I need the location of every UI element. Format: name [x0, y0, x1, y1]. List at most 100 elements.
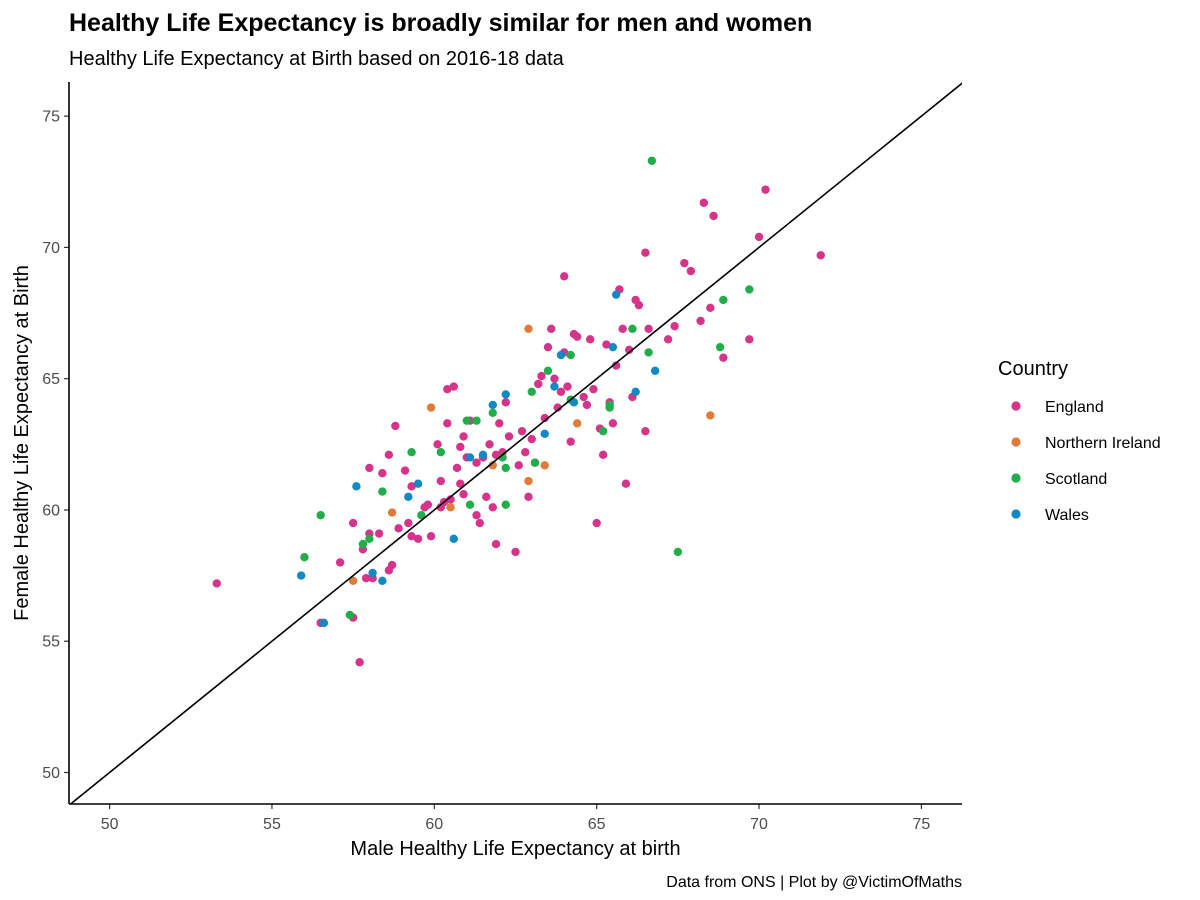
legend-swatch-wales [1011, 509, 1021, 519]
data-point-england [680, 258, 689, 268]
data-point-scotland [745, 285, 754, 294]
data-point-wales [449, 534, 459, 544]
data-point-scotland [365, 534, 374, 544]
data-point-wales [550, 382, 559, 391]
data-point-northern-ireland [426, 403, 436, 412]
legend: Country England Northern Ireland Scotland W… [998, 358, 1161, 524]
data-point-scotland [673, 547, 683, 557]
data-points [212, 156, 825, 667]
data-point-england [374, 529, 384, 538]
data-point-wales [631, 387, 640, 397]
data-point-scotland [378, 487, 387, 496]
data-point-wales [488, 400, 497, 410]
x-tick-label: 70 [750, 816, 768, 833]
data-point-england [488, 503, 497, 512]
data-point-england [563, 382, 572, 391]
data-point-england [745, 335, 754, 344]
data-point-scotland [498, 453, 507, 462]
data-point-england [485, 440, 494, 449]
data-point-england [547, 324, 556, 333]
data-point-england [423, 500, 433, 509]
data-point-england [699, 198, 709, 207]
data-point-wales [404, 492, 413, 502]
data-point-england [719, 353, 728, 362]
data-point-wales [478, 450, 488, 460]
data-point-england [472, 511, 481, 520]
y-tick-label: 55 [42, 634, 60, 651]
data-point-wales [569, 398, 579, 407]
legend-swatch-scotland [1011, 473, 1021, 483]
data-point-england [391, 421, 400, 431]
data-point-england [491, 539, 501, 549]
data-point-scotland [644, 348, 653, 357]
x-axis-ticks: 50 55 60 65 70 75 [101, 804, 930, 833]
y-axis-title: Female Healthy Life Expectancy at Birth [11, 265, 33, 621]
reference-line-y-equals-x [69, 82, 962, 804]
data-point-wales [611, 290, 621, 299]
data-point-scotland [436, 447, 446, 457]
x-tick-label: 65 [588, 816, 606, 833]
data-point-england [686, 266, 696, 276]
x-tick-label: 50 [101, 816, 119, 833]
legend-title: Country [998, 358, 1068, 380]
data-point-england [384, 450, 394, 460]
data-point-england [611, 361, 621, 370]
data-point-scotland [647, 156, 657, 165]
data-point-england [641, 248, 650, 257]
data-point-england [621, 479, 631, 488]
data-point-northern-ireland [572, 419, 582, 428]
data-point-england [553, 403, 562, 412]
data-point-england [491, 450, 501, 460]
data-point-england [459, 489, 468, 499]
data-point-england [436, 476, 446, 486]
data-point-northern-ireland [348, 576, 358, 586]
data-point-england [413, 534, 423, 544]
data-point-scotland [543, 366, 553, 375]
data-point-england [761, 185, 770, 194]
data-point-england [495, 419, 504, 428]
data-point-northern-ireland [446, 503, 455, 512]
data-point-northern-ireland [488, 461, 497, 470]
data-point-england [335, 558, 345, 567]
data-point-wales [465, 453, 475, 462]
data-point-scotland [598, 426, 608, 436]
data-point-scotland [300, 553, 309, 562]
data-point-england [407, 482, 416, 491]
legend-swatch-england [1011, 401, 1021, 411]
data-point-england [560, 272, 569, 281]
data-point-england [754, 232, 764, 242]
data-point-england [361, 574, 371, 583]
data-point-wales [501, 390, 510, 399]
data-point-england [550, 374, 559, 383]
data-point-wales [352, 482, 361, 491]
data-point-england [394, 524, 403, 533]
data-point-scotland [530, 458, 540, 467]
data-point-scotland [407, 447, 416, 457]
data-point-scotland [605, 403, 614, 412]
data-point-england [514, 461, 523, 470]
data-point-england [517, 426, 527, 436]
x-tick-label: 60 [425, 816, 443, 833]
data-point-england [482, 492, 491, 502]
data-point-england [449, 382, 459, 391]
data-point-england [475, 518, 484, 528]
data-point-england [355, 658, 364, 667]
data-point-england [641, 426, 650, 436]
data-point-england [572, 332, 582, 341]
data-point-wales [608, 342, 618, 352]
data-point-england [387, 560, 397, 570]
data-point-england [524, 492, 533, 502]
data-point-wales [540, 429, 549, 439]
data-point-england [472, 458, 481, 467]
data-point-scotland [488, 408, 497, 418]
data-point-england [592, 518, 601, 528]
data-point-england [459, 432, 468, 441]
data-point-england [634, 300, 644, 310]
data-point-england [501, 398, 510, 407]
legend-label-scotland: Scotland [1045, 471, 1107, 488]
data-point-scotland [462, 416, 471, 425]
data-point-england [602, 340, 611, 349]
legend-label-northern-ireland: Northern Ireland [1045, 435, 1161, 452]
legend-swatch-northern-ireland [1011, 437, 1021, 447]
